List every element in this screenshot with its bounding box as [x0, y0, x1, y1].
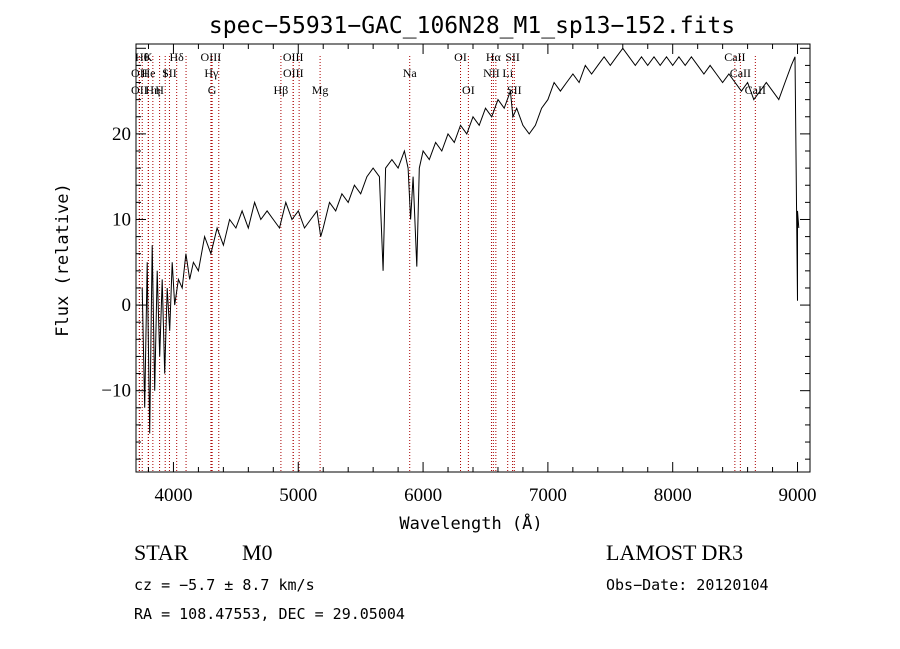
emission-line-label: Hδ [170, 50, 185, 64]
emission-line-label: NII [483, 66, 500, 80]
x-tick-label: 8000 [654, 485, 692, 506]
x-axis-ticks: 4000 5000 6000 7000 8000 9000 [147, 44, 817, 506]
spectral-subclass: M0 [242, 540, 273, 565]
emission-line-label: Hβ [274, 83, 289, 97]
y-tick-label: −10 [101, 381, 131, 402]
y-axis-label: Flux (relative) [53, 183, 73, 337]
chart-title: spec−55931−GAC_106N28_M1_sp13−152.fits [209, 13, 735, 39]
emission-line-label: Hγ [204, 66, 219, 80]
emission-line-label: OI [462, 83, 475, 97]
emission-line-label: Hα [486, 50, 502, 64]
emission-line-label: SII [162, 66, 177, 80]
observation-date: Obs−Date: 20120104 [606, 576, 769, 594]
redshift-value: cz = −5.7 ± 8.7 km/s [134, 576, 315, 594]
x-tick-label: 4000 [154, 485, 192, 506]
emission-line-label: Li [502, 66, 513, 80]
emission-line-label: Na [403, 66, 418, 80]
emission-line-label: G [208, 83, 217, 97]
x-tick-label: 5000 [279, 485, 317, 506]
y-tick-label: 10 [112, 209, 131, 230]
emission-line-label: Hη [145, 83, 160, 97]
emission-line-label: Mg [312, 83, 329, 97]
ra-dec-coordinates: RA = 108.47553, DEC = 29.05004 [134, 605, 405, 623]
survey-name: LAMOST DR3 [606, 540, 743, 565]
emission-line-label: I [163, 66, 167, 80]
x-tick-label: 9000 [779, 485, 817, 506]
y-tick-label: 0 [122, 295, 132, 316]
emission-line-label: Hθ [135, 50, 150, 64]
emission-line-label: OIII [283, 66, 304, 80]
emission-line-label: OII [131, 83, 148, 97]
plot-frame [135, 43, 811, 473]
emission-line-label: OIII [283, 50, 304, 64]
emission-line-label: CaII [724, 50, 745, 64]
emission-line-markers [138, 56, 756, 472]
emission-line-label: OIII [201, 50, 222, 64]
emission-line-label: CaII [745, 83, 766, 97]
x-tick-label: 6000 [404, 485, 442, 506]
emission-line-label: CaII [730, 66, 751, 80]
emission-line-label: He [141, 66, 155, 80]
emission-line-label: H [155, 83, 164, 97]
emission-line-label: SII [505, 50, 520, 64]
x-tick-label: 7000 [529, 485, 567, 506]
spectrum-line [141, 47, 800, 434]
emission-line-label: OII [131, 66, 148, 80]
emission-line-label: OI [454, 50, 467, 64]
emission-line-label: K [144, 50, 153, 64]
x-axis-label: Wavelength (Å) [399, 512, 542, 534]
object-class: STAR [134, 540, 189, 565]
y-tick-label: 20 [112, 124, 131, 145]
y-axis-ticks: −10 0 10 20 [101, 47, 810, 460]
